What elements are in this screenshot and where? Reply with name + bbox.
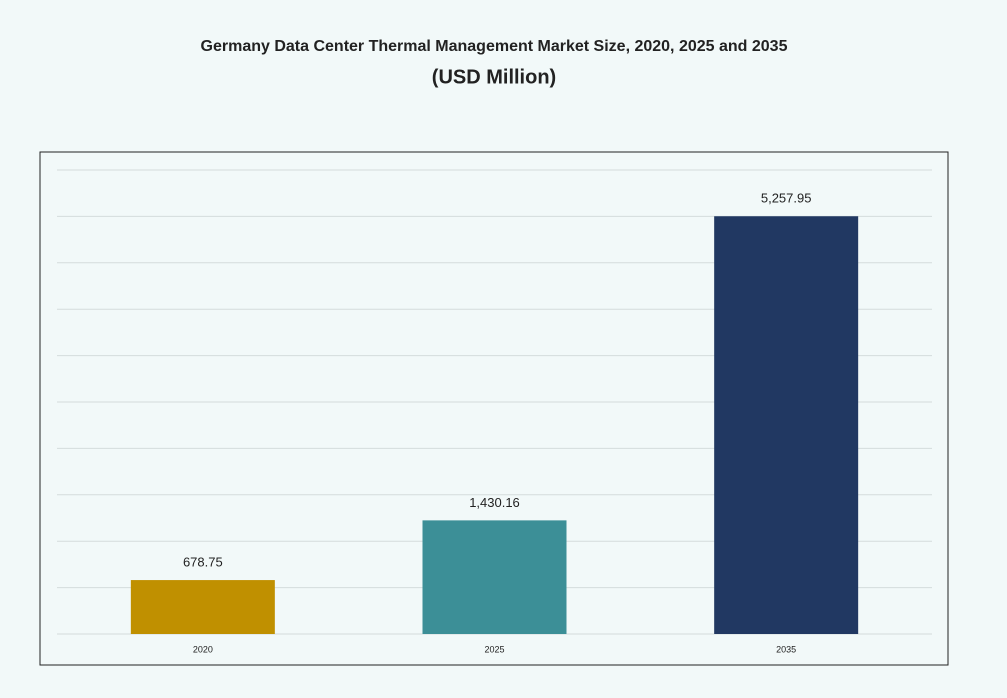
value-label: 1,430.16 <box>469 495 520 510</box>
x-tick-label: 2025 <box>484 644 504 654</box>
value-label: 5,257.95 <box>761 191 812 206</box>
x-tick-label: 2020 <box>193 644 213 654</box>
bar <box>130 580 275 634</box>
chart-subtitle: (USD Million) <box>432 66 556 88</box>
bar <box>422 520 567 634</box>
bar <box>714 216 859 635</box>
x-tick-label: 2035 <box>776 644 796 654</box>
chart-title: Germany Data Center Thermal Management M… <box>201 38 788 55</box>
value-label: 678.75 <box>183 555 223 570</box>
